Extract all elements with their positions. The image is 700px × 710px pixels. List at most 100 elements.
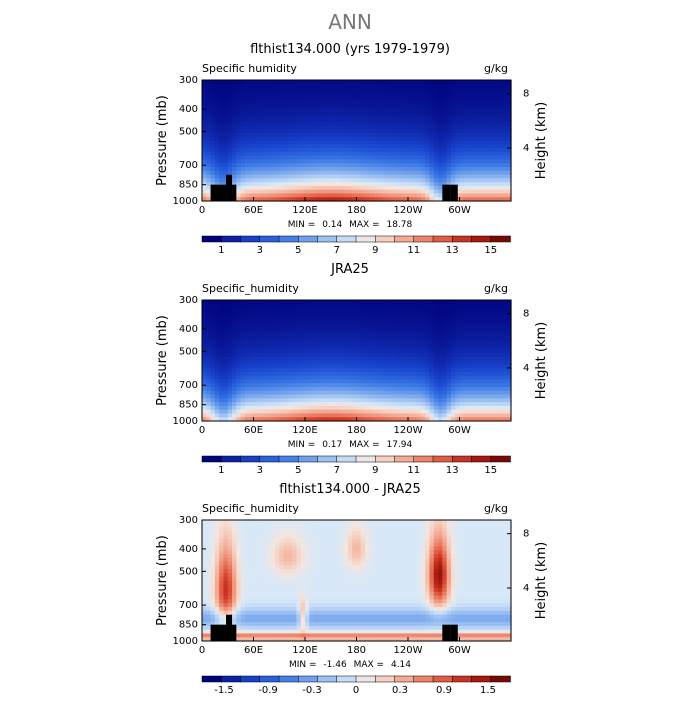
heatmap-cell (232, 569, 237, 573)
heatmap-cell (314, 175, 319, 179)
heatmap-cell (374, 137, 379, 141)
heatmap-cell (211, 611, 216, 615)
heatmap-cell (202, 171, 207, 175)
heatmap-cell (279, 372, 284, 376)
heatmap-cell (429, 171, 434, 175)
heatmap-cell (223, 308, 228, 312)
heatmap-cell (412, 342, 417, 346)
heatmap-cell (245, 106, 250, 110)
heatmap-cell (399, 376, 404, 380)
heatmap-cell (374, 152, 379, 156)
heatmap-cell (464, 406, 469, 410)
heatmap-cell (309, 368, 314, 372)
heatmap-cell (382, 133, 387, 137)
heatmap-cell (262, 304, 267, 308)
heatmap-cell (378, 141, 383, 145)
heatmap-cell (455, 95, 460, 99)
heatmap-cell (502, 308, 507, 312)
heatmap-cell (421, 379, 426, 383)
heatmap-cell (215, 584, 220, 588)
heatmap-cell (429, 129, 434, 133)
heatmap-cell (228, 524, 233, 528)
heatmap-cell (365, 193, 370, 197)
heatmap-cell (502, 175, 507, 179)
heatmap-cell (284, 345, 289, 349)
heatmap-cell (429, 311, 434, 315)
heatmap-cell (485, 148, 490, 152)
heatmap-cell (348, 398, 353, 402)
heatmap-cell (374, 148, 379, 152)
heatmap-cell (382, 114, 387, 118)
heatmap-cell (215, 535, 220, 539)
heatmap-cell (223, 84, 228, 88)
heatmap-cell (485, 410, 490, 414)
heatmap-cell (498, 345, 503, 349)
heatmap-cell (258, 175, 263, 179)
heatmap-cell (219, 611, 224, 615)
heatmap-cell (477, 99, 482, 103)
colorbar-swatch (491, 456, 511, 462)
heatmap-cell (305, 178, 310, 182)
heatmap-cell (357, 91, 362, 95)
heatmap-cell (468, 342, 473, 346)
heatmap-cell (245, 308, 250, 312)
heatmap-cell (292, 167, 297, 171)
heatmap-cell (275, 91, 280, 95)
heatmap-cell (485, 144, 490, 148)
heatmap-cell (421, 175, 426, 179)
heatmap-cell (412, 186, 417, 190)
heatmap-cell (417, 163, 422, 167)
heatmap-cell (357, 387, 362, 391)
heatmap-cell (241, 391, 246, 395)
heatmap-cell (232, 159, 237, 163)
heatmap-cell (245, 80, 250, 84)
colorbar-swatch (491, 236, 511, 242)
heatmap-cell (378, 391, 383, 395)
heatmap-cell (369, 186, 374, 190)
heatmap-cell (245, 334, 250, 338)
heatmap-cell (378, 137, 383, 141)
heatmap-cell (232, 308, 237, 312)
heatmap-cell (348, 193, 353, 197)
heatmap-cell (387, 137, 392, 141)
heatmap-cell (460, 190, 465, 194)
heatmap-cell (211, 539, 216, 543)
heatmap-cell (399, 398, 404, 402)
heatmap-cell (215, 592, 220, 596)
heatmap-cell (215, 114, 220, 118)
heatmap-cell (399, 311, 404, 315)
heatmap-cell (309, 353, 314, 357)
heatmap-cell (309, 383, 314, 387)
heatmap-cell (288, 114, 293, 118)
heatmap-cell (206, 159, 211, 163)
heatmap-cell (434, 372, 439, 376)
heatmap-cell (378, 88, 383, 92)
heatmap-cell (382, 364, 387, 368)
heatmap-cell (318, 387, 323, 391)
heatmap-cell (477, 413, 482, 417)
heatmap-cell (228, 88, 233, 92)
heatmap-cell (241, 311, 246, 315)
heatmap-cell (348, 122, 353, 126)
heatmap-cell (236, 133, 241, 137)
heatmap-cell (279, 88, 284, 92)
heatmap-cell (481, 376, 486, 380)
heatmap-cell (472, 406, 477, 410)
heatmap-cell (262, 80, 267, 84)
heatmap-cell (322, 99, 327, 103)
heatmap-cell (211, 144, 216, 148)
heatmap-cell (382, 413, 387, 417)
heatmap-cell (391, 308, 396, 312)
heatmap-cell (378, 106, 383, 110)
heatmap-cell (326, 368, 331, 372)
heatmap-cell (382, 190, 387, 194)
heatmap-cell (262, 326, 267, 330)
heatmap-cell (232, 391, 237, 395)
heatmap-cell (335, 379, 340, 383)
heatmap-cell (206, 319, 211, 323)
heatmap-cell (288, 122, 293, 126)
heatmap-cell (275, 334, 280, 338)
heatmap-cell (387, 319, 392, 323)
heatmap-cell (344, 159, 349, 163)
heatmap-cell (365, 383, 370, 387)
